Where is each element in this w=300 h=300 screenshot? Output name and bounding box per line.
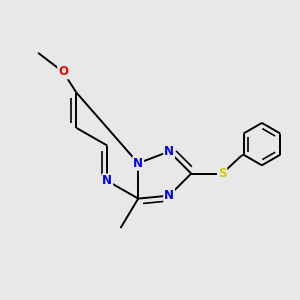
Text: O: O	[58, 65, 68, 79]
Text: N: N	[164, 145, 174, 158]
Text: N: N	[164, 189, 174, 202]
Text: N: N	[133, 157, 143, 170]
Text: N: N	[102, 174, 112, 188]
Text: S: S	[218, 167, 226, 180]
